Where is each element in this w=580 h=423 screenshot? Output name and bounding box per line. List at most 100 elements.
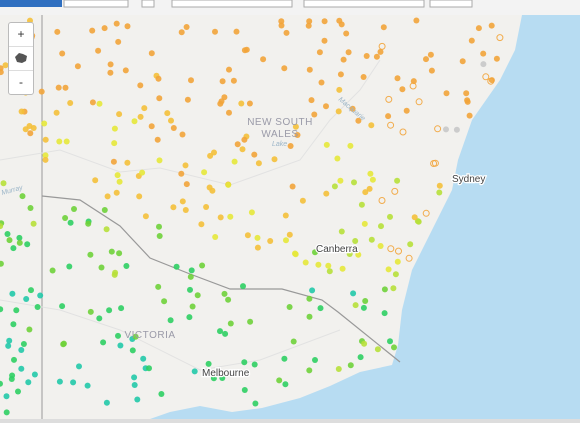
station-dot[interactable] [385,113,392,120]
station-dot[interactable] [377,48,384,55]
station-dot[interactable] [352,238,359,244]
station-dot[interactable] [248,209,255,216]
station-dot[interactable] [212,370,218,377]
station-dot[interactable] [423,56,429,63]
station-dot[interactable] [49,267,56,274]
station-dot[interactable] [459,58,466,65]
station-dot[interactable] [54,28,61,35]
station-dot[interactable] [394,258,401,265]
station-dot[interactable] [115,38,122,45]
station-dot[interactable] [246,100,253,107]
station-dot[interactable] [387,338,393,345]
station-dot[interactable] [25,379,32,386]
station-dot[interactable] [292,123,299,130]
station-dot[interactable] [302,259,309,266]
station-dot[interactable] [239,146,246,153]
station-dot[interactable] [123,263,130,269]
station-dot[interactable] [413,17,420,24]
station-dot[interactable] [281,65,288,72]
station-dot[interactable] [41,120,48,127]
station-dot[interactable] [255,160,262,167]
station-dot[interactable] [187,273,194,280]
station-dot[interactable] [124,159,131,166]
station-dot[interactable] [254,244,261,251]
station-dot[interactable] [318,79,325,86]
search-box[interactable] [63,0,129,8]
station-dot[interactable] [434,125,442,133]
station-dot[interactable] [399,86,406,93]
station-dot[interactable] [95,47,102,54]
station-dot[interactable] [16,239,23,246]
station-dot[interactable] [226,66,232,73]
station-dot[interactable] [323,190,330,197]
station-dot[interactable] [0,180,7,187]
station-dot[interactable] [124,23,131,30]
station-dot[interactable] [339,265,346,272]
station-dot[interactable] [0,223,4,230]
station-dot[interactable] [312,249,318,256]
station-dot[interactable] [113,189,120,196]
station-dot[interactable] [212,234,219,240]
station-dot[interactable] [178,29,185,36]
station-dot[interactable] [87,251,94,258]
station-dot[interactable] [18,347,25,353]
station-dot[interactable] [60,341,67,348]
station-dot[interactable] [251,151,258,158]
station-dot[interactable] [381,310,388,317]
station-dot[interactable] [286,231,293,238]
station-dot[interactable] [299,197,306,204]
station-dot[interactable] [405,254,413,262]
station-dot[interactable] [394,177,401,184]
zoom-out-button[interactable]: - [19,75,23,89]
station-dot[interactable] [233,28,240,35]
station-dot[interactable] [116,250,123,257]
station-dot[interactable] [355,117,362,124]
station-dot[interactable] [34,304,41,310]
station-dot[interactable] [430,160,438,167]
station-dot[interactable] [321,37,328,44]
station-dot[interactable] [18,365,25,372]
station-dot[interactable] [395,247,402,255]
station-dot[interactable] [361,220,368,227]
station-dot[interactable] [184,96,191,103]
station-dot[interactable] [134,396,141,403]
station-dot[interactable] [399,128,407,136]
station-dot[interactable] [108,248,115,255]
station-dot[interactable] [131,382,138,388]
station-dot[interactable] [136,193,143,200]
station-dot[interactable] [244,232,251,239]
station-dot[interactable] [403,107,410,114]
station-dot[interactable] [210,375,217,382]
station-dot[interactable] [360,304,367,311]
station-dot[interactable] [161,298,168,305]
station-dot[interactable] [106,307,113,314]
station-dot[interactable] [346,251,353,257]
station-dot[interactable] [114,172,121,179]
station-dot[interactable] [71,206,77,212]
station-dot[interactable] [428,67,435,74]
dropdown[interactable] [303,0,425,8]
station-dot[interactable] [8,376,15,382]
station-dot[interactable] [6,337,13,344]
station-dot[interactable] [409,82,417,90]
station-dot[interactable] [19,193,26,200]
station-dot[interactable] [132,333,139,340]
station-dot[interactable] [6,237,13,244]
station-dot[interactable] [308,97,315,104]
station-dot[interactable] [427,51,434,58]
station-dot[interactable] [148,123,155,130]
station-dot[interactable] [92,177,99,184]
station-dot[interactable] [350,290,357,297]
station-dot[interactable] [115,332,121,339]
station-dot[interactable] [387,121,395,129]
station-dot[interactable] [321,18,328,25]
station-dot[interactable] [358,201,365,208]
station-dot[interactable] [369,176,376,183]
station-dot[interactable] [16,234,23,241]
station-dot[interactable] [480,50,487,57]
station-dot[interactable] [311,111,318,118]
station-dot[interactable] [351,179,357,186]
station-dot[interactable] [281,355,288,362]
station-dot[interactable] [188,77,194,84]
station-dot[interactable] [387,213,393,220]
